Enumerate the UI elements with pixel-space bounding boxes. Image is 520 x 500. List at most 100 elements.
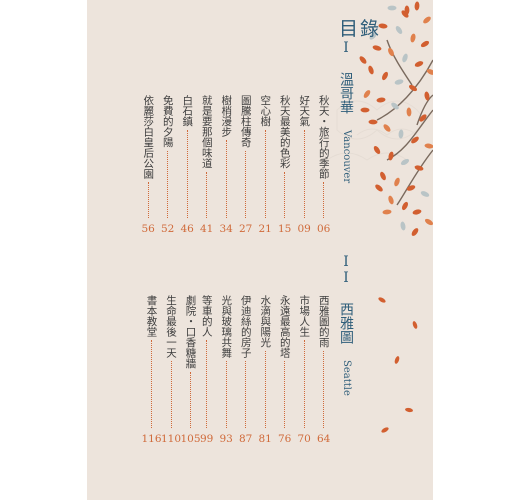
toc-page-number: 93 (219, 433, 233, 445)
leaf-shape (394, 79, 404, 85)
toc-entry[interactable]: 等車的人 99 (200, 295, 213, 445)
leaf-shape (382, 71, 388, 81)
toc-entry-title: 等車的人 (200, 295, 213, 337)
dot-leader (225, 361, 227, 428)
leaf-shape (414, 61, 424, 67)
falling-leaf-shape (378, 297, 386, 303)
leaf-shape (419, 114, 427, 122)
toc-entry[interactable]: 白石鎮 46 (181, 95, 194, 235)
toc-page-number: 116 (141, 433, 162, 445)
toc-entry[interactable]: 空心樹 21 (259, 95, 272, 235)
dot-leader (264, 129, 266, 218)
dot-leader (170, 361, 172, 428)
leaf-shape (373, 146, 381, 154)
toc-entry[interactable]: 生命最後一天 110 (161, 295, 181, 445)
toc-entry[interactable]: 西雅圖的雨 64 (317, 295, 330, 445)
leaf-shape (404, 5, 410, 15)
leaf-shape (383, 124, 391, 132)
autumn-tree-illustration (326, 1, 433, 433)
toc-entry-title: 光與玻璃共舞 (220, 295, 233, 358)
leaf-shape (369, 32, 377, 40)
section-1-subtitle: Vancouver (341, 130, 352, 184)
leaf-shape (400, 158, 410, 166)
toc-entry[interactable]: 市場人生 70 (298, 295, 311, 445)
leaf-shape (359, 56, 367, 64)
leaf-shape (425, 218, 433, 226)
toc-entry[interactable]: 水滴與陽光 81 (259, 295, 272, 445)
leaf-shape (368, 65, 374, 75)
leaf-shape (378, 23, 388, 29)
toc-entry[interactable]: 好天氣 09 (298, 95, 311, 235)
toc-page-number: 06 (317, 223, 331, 235)
section-2-name: 西雅圖 (338, 302, 354, 344)
leaf-shape (402, 53, 408, 63)
leaf-shape (363, 90, 371, 98)
falling-leaf-shape (394, 356, 400, 364)
toc-entry[interactable]: 永遠最高的塔 76 (278, 295, 291, 445)
dot-leader (264, 350, 266, 428)
section-1-title: I 溫哥華 Vancouver (338, 40, 354, 184)
toc-page-number: 99 (200, 433, 214, 445)
toc-page-number: 56 (141, 223, 155, 235)
toc-entry[interactable]: 依麗莎白皇后公園 56 (142, 95, 155, 235)
leaf-shape (368, 119, 378, 125)
leaf-shape (391, 102, 399, 110)
leaf-shape (376, 97, 386, 103)
leaf-shape (398, 129, 404, 139)
leaf-shape (408, 84, 418, 92)
leaf-shape (420, 40, 430, 48)
leaf-shape (424, 91, 430, 101)
leaf-shape (406, 185, 416, 191)
toc-entry[interactable]: 秋天・旅行的季節 06 (317, 95, 330, 235)
toc-entry-title: 免費的夕陽 (161, 95, 174, 148)
toc-entry[interactable]: 秋天最美的色彩 15 (278, 95, 291, 235)
toc-entry-title: 永遠最高的塔 (278, 295, 291, 358)
page-title: 目錄 (339, 18, 382, 40)
dot-leader (303, 340, 305, 428)
leaf-shape (395, 26, 403, 34)
leaf-shape (380, 171, 386, 181)
toc-page-number: 52 (161, 223, 175, 235)
leaf-shape (382, 209, 392, 215)
toc-page-number: 34 (219, 223, 233, 235)
leaf-shape (372, 45, 382, 51)
leaf-shape (426, 69, 433, 75)
toc-entry[interactable]: 圖騰柱傳奇 27 (239, 95, 252, 235)
toc-entry-title: 秋天最美的色彩 (278, 95, 291, 169)
toc-entry-title: 白石鎮 (181, 95, 194, 127)
leaf-shape (400, 221, 406, 231)
toc-entry[interactable]: 伊迪絲的房子 87 (239, 295, 252, 445)
toc-entry[interactable]: 就是要那個味道 41 (200, 95, 213, 235)
leaf-shape (424, 143, 433, 149)
dot-leader (151, 340, 153, 428)
toc-entry[interactable]: 免費的夕陽 52 (161, 95, 174, 235)
toc-page-number: 27 (239, 223, 253, 235)
dot-leader (190, 371, 192, 428)
toc-entry-title: 水滴與陽光 (259, 295, 272, 348)
toc-page-number: 21 (258, 223, 272, 235)
leaf-shape (388, 47, 394, 57)
toc-page-number: 110 (161, 433, 182, 445)
toc-entry-title: 西雅圖的雨 (317, 295, 330, 348)
toc-entry-title: 伊迪絲的房子 (239, 295, 252, 358)
toc-entry[interactable]: 光與玻璃共舞 93 (220, 295, 233, 445)
dot-leader (323, 350, 325, 428)
dot-leader (186, 129, 188, 218)
leaf-shape (412, 209, 422, 215)
toc-page-number: 87 (239, 433, 253, 445)
toc-entry-title: 好天氣 (298, 95, 311, 127)
leaf-shape (387, 5, 397, 11)
toc-entry[interactable]: 劇院・口香糖牆 105 (181, 295, 201, 445)
dot-leader (284, 361, 286, 428)
toc-entry[interactable]: 書本教堂 116 (142, 295, 162, 445)
toc-entry-title: 樹梢漫步 (220, 95, 233, 137)
toc-page-number: 64 (317, 433, 331, 445)
dot-leader (147, 182, 149, 218)
section-2-numeral: II (338, 254, 354, 286)
leaf-shape (394, 177, 400, 187)
toc-entry[interactable]: 樹梢漫步 34 (220, 95, 233, 235)
leaf-shape (423, 16, 431, 24)
dot-leader (206, 171, 208, 218)
leaf-shape (411, 228, 419, 236)
dot-leader (323, 182, 325, 218)
